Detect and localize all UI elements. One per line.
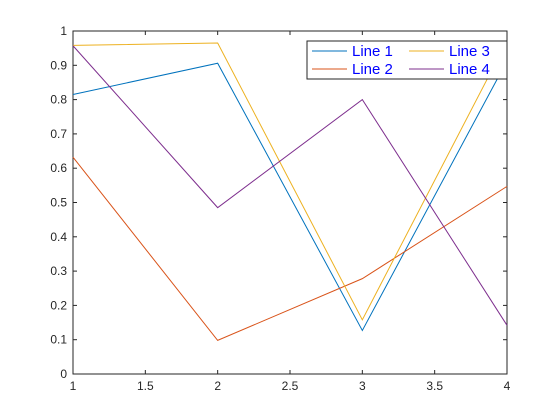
plot-area — [72, 30, 508, 375]
y-tick-label: 0.3 — [50, 264, 67, 278]
axes-frame — [72, 30, 508, 375]
y-tick-label: 0.2 — [50, 298, 67, 312]
x-tick-label: 2.5 — [282, 379, 299, 393]
x-tick-label: 4 — [504, 379, 511, 393]
series-line-2 — [72, 156, 508, 341]
y-tick-label: 0.4 — [50, 230, 67, 244]
y-tick-label: 0.1 — [50, 333, 67, 347]
x-tick-label: 2 — [214, 379, 221, 393]
y-tick-label: 0.5 — [50, 196, 67, 210]
y-axis: 0 0.1 0.2 0.3 0.4 0.5 0.6 0.7 0.8 0.9 1 — [50, 24, 507, 381]
legend-box — [306, 40, 508, 80]
x-tick-label: 1 — [70, 379, 77, 393]
y-tick-label: 0.7 — [50, 127, 67, 141]
series-line-1 — [72, 60, 508, 332]
series-line-4 — [72, 45, 508, 326]
series-line-3 — [72, 40, 508, 321]
legend-label-1: Line 1 — [352, 43, 393, 60]
y-tick-label: 1 — [60, 24, 67, 38]
x-axis: 1 1.5 2 2.5 3 3.5 4 — [70, 31, 511, 393]
legend-label-2: Line 2 — [352, 61, 393, 78]
x-tick-label: 1.5 — [137, 379, 154, 393]
x-tick-label: 3.5 — [426, 379, 443, 393]
series-layer — [72, 40, 508, 341]
x-tick-label: 3 — [359, 379, 366, 393]
y-tick-label: 0.6 — [50, 161, 67, 175]
y-tick-label: 0 — [60, 367, 67, 381]
y-tick-label: 0.8 — [50, 93, 67, 107]
legend-label-4: Line 4 — [449, 61, 490, 78]
y-tick-label: 0.9 — [50, 58, 67, 72]
legend-label-3: Line 3 — [449, 43, 490, 60]
